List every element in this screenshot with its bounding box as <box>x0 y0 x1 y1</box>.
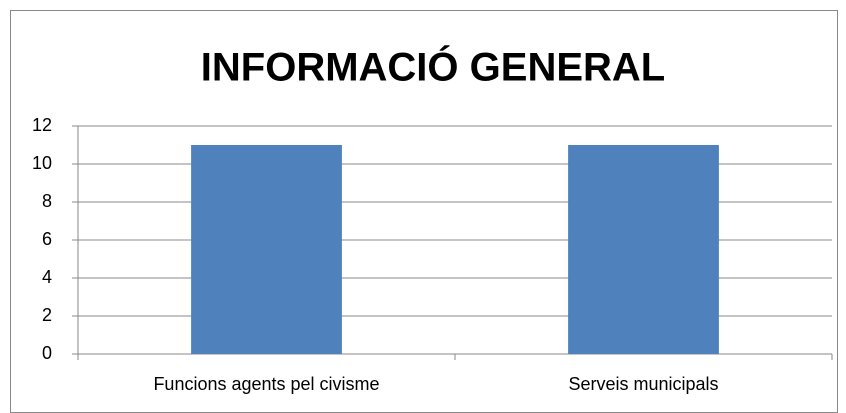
y-tick-label: 2 <box>42 305 52 325</box>
x-tick-label: Funcions agents pel civisme <box>153 374 379 394</box>
y-tick-label: 12 <box>32 115 52 135</box>
y-tick-label: 6 <box>42 229 52 249</box>
y-tick-label: 10 <box>32 153 52 173</box>
chart-title: INFORMACIÓ GENERAL <box>201 44 665 90</box>
y-tick-label: 8 <box>42 191 52 211</box>
y-tick-label: 4 <box>42 267 52 287</box>
bar <box>568 145 719 354</box>
bar <box>191 145 342 354</box>
y-tick-label: 0 <box>42 343 52 363</box>
x-tick-label: Serveis municipals <box>568 374 718 394</box>
